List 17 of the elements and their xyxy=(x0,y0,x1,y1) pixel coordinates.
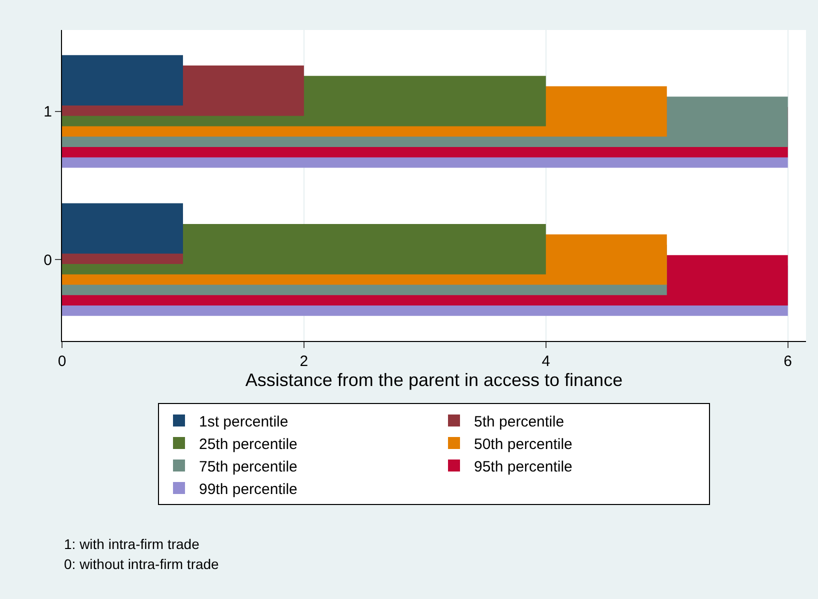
x-axis-title: Assistance from the parent in access to finance xyxy=(245,370,623,390)
legend-label: 5th percentile xyxy=(474,413,564,430)
text: 1: with intra-firm trade xyxy=(64,536,200,552)
bar xyxy=(62,55,183,106)
text: 0: without intra-firm trade xyxy=(64,556,220,572)
legend-label: 99th percentile xyxy=(199,480,298,498)
x-tick-label: 0 xyxy=(58,353,66,370)
legend-label: 25th percentile xyxy=(199,436,298,453)
legend-label: 95th percentile xyxy=(474,458,572,476)
x-tick-label: 4 xyxy=(542,353,550,370)
legend-label: 75th percentile xyxy=(199,458,298,476)
x-tick-label: 6 xyxy=(784,353,792,370)
legend-label: 1st percentile xyxy=(199,413,288,430)
legend-label: 50th percentile xyxy=(474,436,572,453)
bar xyxy=(62,203,183,254)
y-tick-label: 1 xyxy=(44,104,52,121)
x-tick-label: 2 xyxy=(300,353,308,370)
